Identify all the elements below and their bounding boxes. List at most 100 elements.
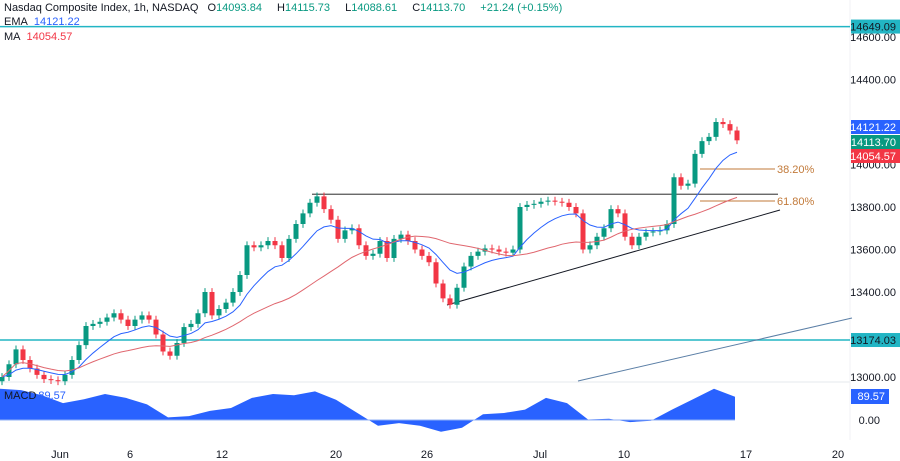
high-label: H xyxy=(277,2,285,14)
x-tick-label: 26 xyxy=(421,449,433,461)
ema-line xyxy=(1,151,738,378)
candle-body xyxy=(650,231,656,233)
candle-body xyxy=(433,262,439,284)
candle-body xyxy=(342,230,348,239)
candle-body xyxy=(174,343,180,356)
y-tick-label: 14400.00 xyxy=(850,75,896,87)
candle-body xyxy=(510,249,516,253)
candle-body xyxy=(349,228,355,231)
candle-body xyxy=(489,248,495,250)
ma-price-badge xyxy=(851,149,900,163)
x-tick-label: Jul xyxy=(533,449,547,461)
candle-body xyxy=(629,236,635,246)
candle-body xyxy=(440,283,446,299)
candle-body xyxy=(314,196,320,203)
last-price-badge-label: 14113.70 xyxy=(851,137,896,149)
candle-body xyxy=(237,275,243,292)
open-label: O xyxy=(207,2,217,14)
candle-body xyxy=(664,224,670,231)
candle-body xyxy=(111,313,117,318)
ema-label: EMA xyxy=(4,16,28,28)
candle-body xyxy=(384,241,390,258)
candle-body xyxy=(195,313,201,324)
candle-body xyxy=(468,255,474,267)
ema-value: 14121.22 xyxy=(33,16,80,28)
candle-body xyxy=(69,360,75,375)
y-tick-label: 13600.00 xyxy=(850,245,896,257)
candle-body xyxy=(258,245,264,248)
x-tick-label: 17 xyxy=(740,449,752,461)
y-tick-label: 13000.00 xyxy=(850,372,896,384)
candle-body xyxy=(363,245,369,256)
long-term-trendline xyxy=(577,317,853,382)
candle-body xyxy=(279,245,285,258)
candle-body xyxy=(13,349,19,365)
fib-level-label: 61.80% xyxy=(777,196,815,208)
candle-body xyxy=(139,315,145,320)
candle-body xyxy=(90,323,96,326)
level-price-badge xyxy=(851,19,900,34)
x-tick-label: 20 xyxy=(330,449,342,461)
candle-body xyxy=(531,203,537,205)
candle-body xyxy=(727,124,733,131)
macd-legend: MACD 89.57 xyxy=(4,390,72,402)
ema-price-badge-label: 14121.22 xyxy=(850,122,896,134)
candle-body xyxy=(475,251,481,256)
ma-price-badge-label: 14054.57 xyxy=(850,151,896,163)
candle-body xyxy=(573,207,579,214)
x-tick-label: 12 xyxy=(216,449,228,461)
ma-label: MA xyxy=(4,31,21,43)
candle-body xyxy=(601,228,607,237)
candle-body xyxy=(643,232,649,237)
candle-body xyxy=(160,334,166,352)
candle-body xyxy=(608,209,614,229)
candle-body xyxy=(125,319,131,326)
candle-body xyxy=(713,122,719,137)
macd-value-badge xyxy=(851,389,889,404)
candle-body xyxy=(104,317,110,322)
candle-body xyxy=(48,379,54,381)
candle-body xyxy=(132,319,138,326)
ma-value: 14054.57 xyxy=(26,31,73,43)
ema-price-badge xyxy=(851,120,900,134)
candle-body xyxy=(587,245,593,250)
candle-body xyxy=(0,377,5,382)
candle-body xyxy=(503,251,509,253)
candle-body xyxy=(699,141,705,154)
candle-body xyxy=(321,196,327,210)
macd-label: MACD xyxy=(4,390,37,402)
candle-body xyxy=(552,200,558,202)
candle-body xyxy=(391,238,397,258)
candle-body xyxy=(286,238,292,258)
level-price-label: 14649.09 xyxy=(850,22,896,34)
candle-body xyxy=(265,241,271,246)
candle-body xyxy=(328,209,334,220)
low-label: L xyxy=(345,2,352,14)
candle-body xyxy=(426,255,432,263)
candle-body xyxy=(447,298,453,305)
macd-value-badge-label: 89.57 xyxy=(857,391,885,403)
candle-body xyxy=(685,183,691,186)
candle-body xyxy=(230,292,236,303)
candle-body xyxy=(41,374,47,380)
x-tick-label: 20 xyxy=(832,449,844,461)
candle-body xyxy=(188,323,194,328)
candle-body xyxy=(146,315,152,320)
candle-body xyxy=(678,177,684,186)
y-tick-label: 13400.00 xyxy=(850,287,896,299)
candle-body xyxy=(55,380,61,382)
candle-body xyxy=(223,302,229,309)
candle-body xyxy=(356,228,362,246)
candle-body xyxy=(118,313,124,320)
candle-body xyxy=(545,200,551,202)
candle-body xyxy=(636,236,642,246)
candle-body xyxy=(167,351,173,356)
x-tick-label: Jun xyxy=(51,449,69,461)
close-label: C xyxy=(412,2,421,14)
candle-body xyxy=(20,349,26,360)
symbol-legend: Nasdaq Composite Index, 1h, NASDAQ O1409… xyxy=(4,2,568,14)
candle-body xyxy=(244,245,250,275)
candle-body xyxy=(496,249,502,252)
candle-body xyxy=(83,326,89,346)
